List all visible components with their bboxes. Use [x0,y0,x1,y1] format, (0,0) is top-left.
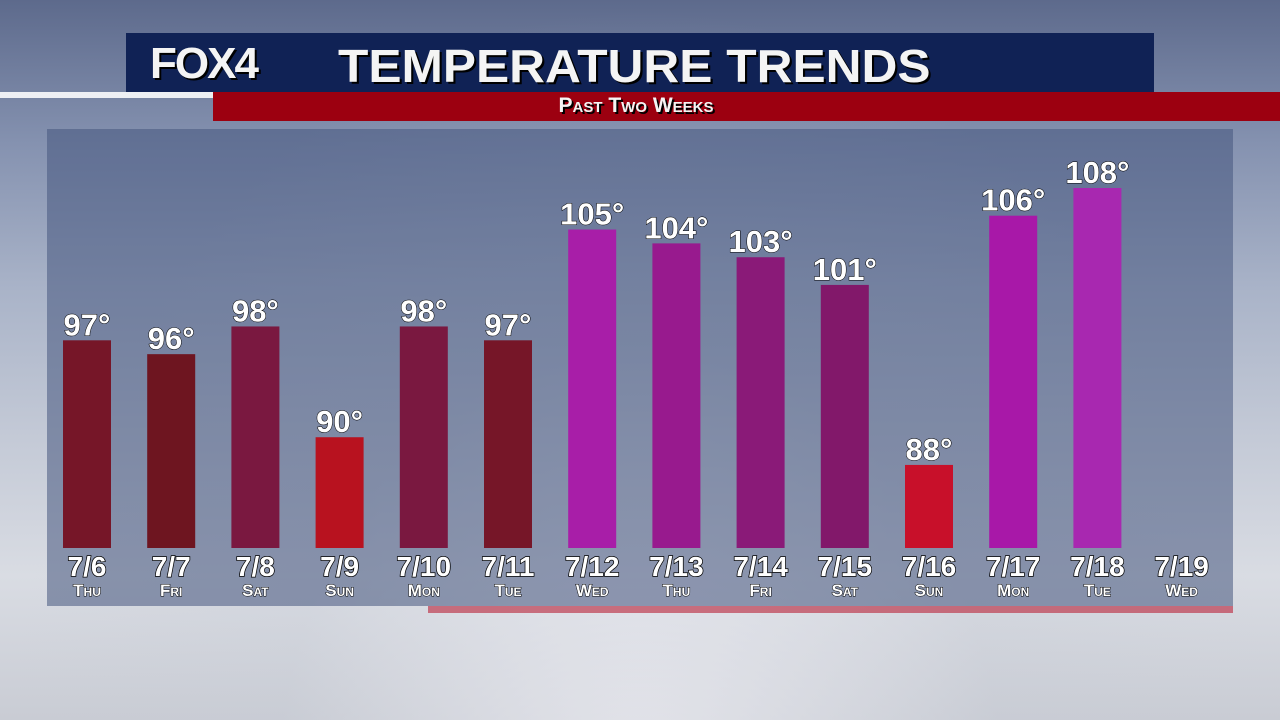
bar [399,326,448,548]
day-label: Tue [1084,581,1111,600]
chart-subtitle: Past Two Weeks [558,94,714,117]
bar [568,229,617,549]
bar [231,326,280,548]
chart-title: TEMPERATURE TRENDS [338,40,931,92]
bar [736,257,785,548]
bar [905,464,953,548]
day-label: Wed [576,581,609,600]
date-label: 7/18 [1070,551,1125,582]
fox4-logo: FOX4 [150,39,259,88]
bar [652,243,701,548]
day-label: Fri [749,581,771,600]
accent-line [428,606,1233,613]
data-label: 90° [316,404,363,439]
date-label: 7/13 [649,551,704,582]
date-label: 7/17 [986,551,1041,582]
data-label: 98° [400,293,447,328]
data-label: 105° [560,197,624,232]
bar [820,284,869,548]
bar [989,215,1038,548]
day-label: Thu [663,581,691,600]
data-label: 106° [981,183,1045,218]
date-label: 7/10 [397,551,452,582]
bar [315,437,364,548]
date-label: 7/7 [152,551,191,582]
data-label: 108° [1065,155,1129,190]
day-label: Sun [915,581,944,600]
day-label: Thu [73,581,101,600]
date-label: 7/8 [236,551,275,582]
data-label: 101° [813,252,877,287]
date-label: 7/12 [565,551,620,582]
date-label: 7/16 [902,551,957,582]
day-label: Fri [160,581,182,600]
data-label: 97° [64,307,111,342]
data-label: 96° [148,321,195,356]
bar [147,354,196,548]
bar [63,340,111,548]
day-label: Wed [1165,581,1198,600]
date-label: 7/11 [482,551,535,582]
data-label: 88° [906,432,953,467]
date-label: 7/19 [1154,551,1209,582]
day-label: Tue [494,581,521,600]
date-label: 7/15 [818,551,873,582]
date-label: 7/14 [733,551,788,582]
data-label: 103° [729,224,793,259]
data-label: 98° [232,293,279,328]
date-label: 7/6 [68,551,107,582]
data-label: 97° [485,307,532,342]
bar [1073,188,1122,548]
date-label: 7/9 [320,551,359,582]
divider [0,92,213,98]
day-label: Mon [408,581,440,600]
subtitle-banner: Past Two Weeks [213,92,1280,121]
bar [484,340,532,548]
day-label: Sat [242,581,269,600]
day-label: Mon [997,581,1029,600]
title-banner: FOX4 TEMPERATURE TRENDS [126,33,1154,92]
data-label: 104° [644,210,708,245]
day-label: Sat [832,581,859,600]
day-label: Sun [325,581,354,600]
